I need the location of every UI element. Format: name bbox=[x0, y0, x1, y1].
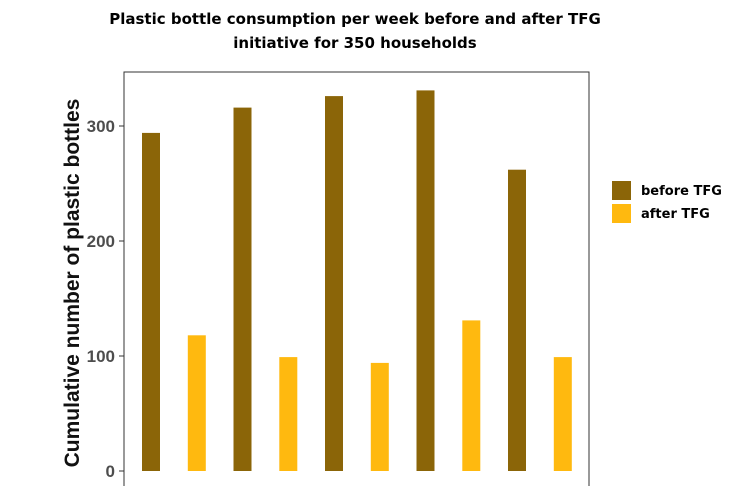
legend-swatch-before-tfg bbox=[612, 181, 631, 200]
bar-before-tfg-3 bbox=[325, 96, 343, 471]
y-tick-label: 0 bbox=[106, 462, 115, 481]
legend-label-after-tfg: after TFG bbox=[641, 207, 710, 222]
legend-label-before-tfg: before TFG bbox=[641, 184, 722, 199]
bar-before-tfg-5 bbox=[508, 169, 526, 471]
bar-before-tfg-1 bbox=[142, 132, 160, 471]
y-tick-label: 100 bbox=[87, 347, 115, 366]
bar-after-tfg-4 bbox=[462, 320, 481, 471]
chart-title-line-2: initiative for 350 households bbox=[233, 34, 476, 52]
legend: before TFG after TFG bbox=[612, 181, 722, 223]
chart-title-line-1: Plastic bottle consumption per week befo… bbox=[109, 10, 601, 28]
bar-after-tfg-5 bbox=[553, 357, 572, 471]
bar-after-tfg-1 bbox=[187, 335, 206, 471]
bars-group bbox=[142, 90, 572, 472]
y-axis-label: Cumulative number of plastic bottles bbox=[61, 99, 84, 468]
bar-after-tfg-3 bbox=[370, 362, 389, 471]
bar-before-tfg-4 bbox=[416, 90, 435, 472]
y-tick-label: 200 bbox=[87, 232, 115, 251]
bar-before-tfg-2 bbox=[233, 107, 252, 471]
legend-swatch-after-tfg bbox=[612, 204, 631, 223]
y-axis: 0 100 200 300 bbox=[87, 117, 124, 481]
y-tick-label: 300 bbox=[87, 117, 115, 136]
bar-after-tfg-2 bbox=[279, 357, 298, 471]
